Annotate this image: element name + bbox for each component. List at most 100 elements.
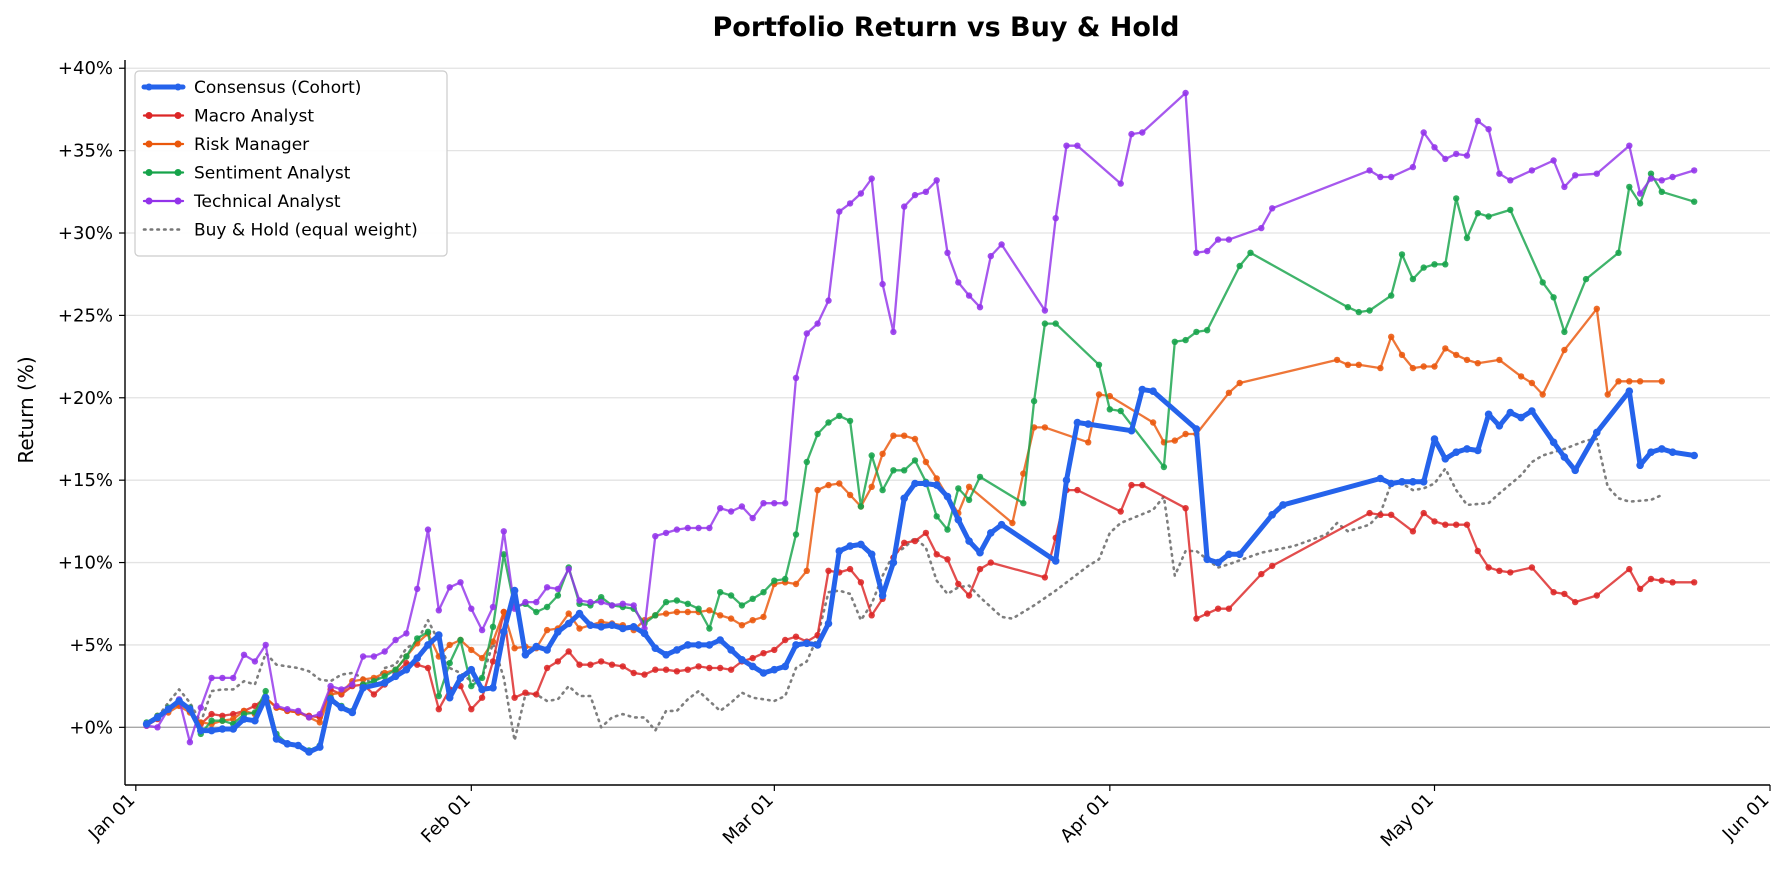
data-point [1193,328,1200,336]
data-point [976,565,984,573]
data-point [1647,448,1655,457]
data-point [218,725,227,733]
data-point [782,575,789,583]
data-point [1636,200,1644,207]
data-point [219,717,226,724]
data-point [944,526,951,533]
data-point [511,645,518,652]
data-point [533,691,540,698]
data-point [814,320,821,327]
data-point [933,475,940,482]
data-point [1388,333,1395,340]
data-point [1020,470,1027,477]
data-point [695,524,702,532]
data-point [1204,247,1211,255]
data-point [1236,379,1243,387]
data-point [230,715,237,723]
data-point [1398,478,1406,486]
data-point [1593,170,1601,177]
data-point [813,641,822,649]
data-point [1582,275,1590,283]
x-tick-label: Feb 01 [417,790,475,848]
x-tick-label: Jun 01 [1718,790,1774,846]
data-point [1658,188,1666,195]
data-point [478,685,486,694]
data-point [1409,364,1417,372]
data-point [987,252,994,260]
data-point [424,526,432,533]
data-point [1431,518,1438,525]
data-point [1441,455,1450,463]
data-point [1691,167,1698,174]
data-point [338,686,345,693]
data-point [1453,351,1460,359]
data-point [997,520,1006,529]
data-point [403,653,410,660]
data-point [446,641,453,649]
data-point [359,676,367,683]
data-point [457,579,464,586]
data-point [1615,249,1622,256]
data-point [879,486,886,494]
data-point [1117,407,1124,415]
series-line [145,483,1696,727]
data-point [652,612,659,619]
data-point [901,203,908,210]
data-point [1626,183,1633,191]
data-point [1388,511,1395,518]
data-point [1636,190,1644,197]
data-point [1073,418,1082,427]
data-point [1204,327,1211,334]
data-point [1669,173,1676,181]
y-tick-label: +10% [58,553,113,574]
data-point [890,432,897,439]
data-point [1668,448,1677,457]
data-point [598,658,605,665]
data-point [305,714,313,721]
data-point [1409,163,1417,171]
data-point [814,430,821,438]
data-point [381,648,388,655]
data-point [1539,391,1546,398]
data-point [911,435,919,443]
data-point [922,529,930,537]
data-point [435,631,443,639]
data-point [467,665,476,674]
data-point [554,592,562,599]
legend-marker [145,197,153,205]
data-point [1528,564,1536,571]
data-point [500,628,508,636]
data-point [414,635,421,642]
data-point [576,625,583,632]
data-point [1149,387,1157,396]
series-line [144,387,1697,755]
data-point [543,646,551,654]
legend-label: Buy & Hold (equal weight) [194,221,418,241]
data-point [1409,478,1417,486]
data-point [1020,500,1027,507]
data-point [955,580,962,588]
data-point [403,630,410,637]
data-point [1258,224,1265,232]
data-point [587,598,594,606]
data-point [1549,438,1558,447]
data-point [1517,413,1525,422]
data-point [1626,378,1633,385]
data-point [153,713,162,722]
data-point [760,650,767,657]
data-point [1496,567,1503,574]
data-point [1506,408,1515,417]
data-point [1442,261,1449,268]
data-point [1409,528,1417,535]
data-point [976,473,984,481]
data-point [792,374,800,382]
data-point [272,735,281,743]
data-point [586,621,595,629]
data-point [1658,577,1666,584]
data-point [1463,152,1471,159]
data-point [1528,379,1536,387]
data-point [413,654,422,662]
data-point [468,706,475,713]
data-point [608,661,616,668]
data-point [1009,519,1016,527]
